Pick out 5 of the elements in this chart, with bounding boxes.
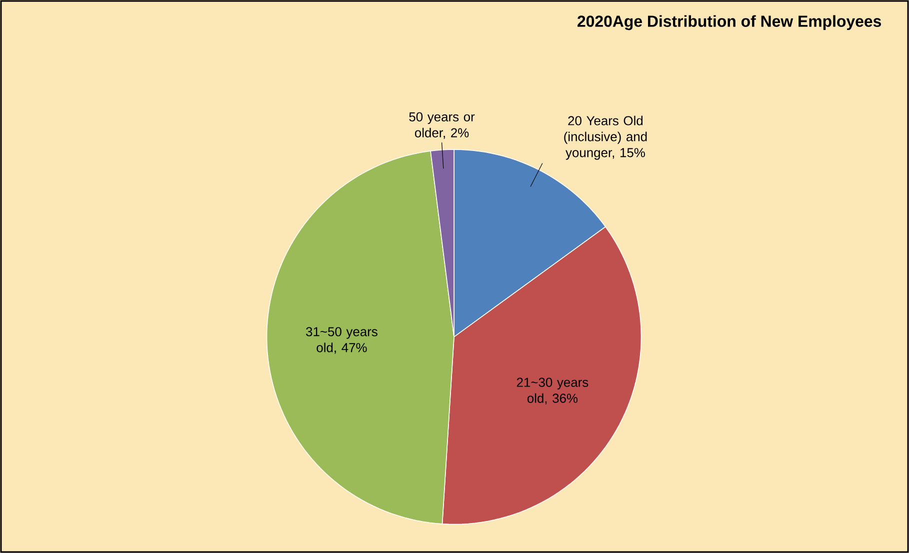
slice-label: 21~30 years old, 36% bbox=[516, 378, 588, 404]
slice-label: 31~50 years old, 47% bbox=[306, 327, 378, 354]
slice-label: 50 years or older, 2% bbox=[409, 112, 475, 139]
text: 2020Age Distribution of New Employees bbox=[578, 15, 882, 30]
slice-label: 20 Years Old (inclusive) and younger, 15% bbox=[564, 116, 647, 160]
